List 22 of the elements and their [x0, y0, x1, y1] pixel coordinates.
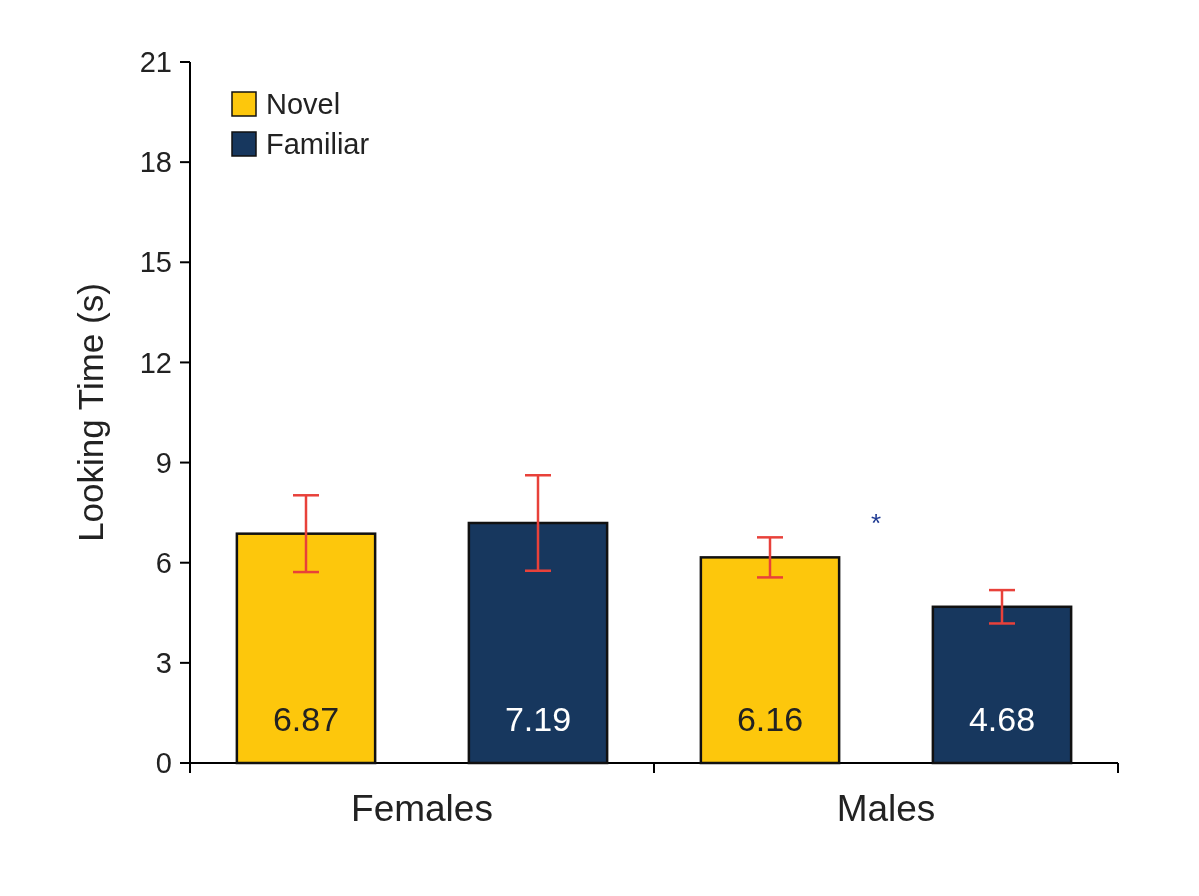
y-tick-label: 15	[139, 246, 172, 279]
bar	[931, 605, 1073, 765]
bar	[235, 532, 377, 765]
bar	[699, 556, 841, 765]
annotation: *	[870, 508, 882, 539]
y-tick-label: 18	[139, 146, 172, 179]
legend-label: Familiar	[266, 128, 370, 161]
y-tick-label: 0	[155, 747, 172, 780]
bar	[467, 521, 609, 765]
y-tick-label: 6	[155, 546, 172, 579]
y-axis-title: Looking Time (s)	[71, 283, 110, 542]
data-label: 4.68	[968, 699, 1036, 738]
legend-label: Novel	[266, 88, 341, 121]
y-tick-label: 21	[139, 46, 172, 79]
x-tick-label: Females	[351, 788, 493, 829]
y-tick-label: 3	[155, 647, 172, 680]
data-label: 6.16	[736, 699, 804, 738]
x-tick-label: Males	[836, 788, 936, 829]
y-tick-label: 12	[139, 346, 172, 379]
data-label: 7.19	[504, 699, 572, 738]
y-tick-label: 9	[155, 446, 172, 479]
data-label: 6.87	[272, 699, 340, 738]
